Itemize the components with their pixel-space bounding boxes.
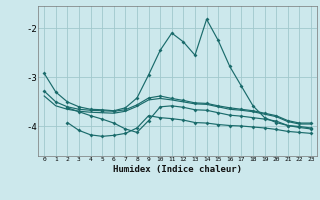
X-axis label: Humidex (Indice chaleur): Humidex (Indice chaleur)	[113, 165, 242, 174]
